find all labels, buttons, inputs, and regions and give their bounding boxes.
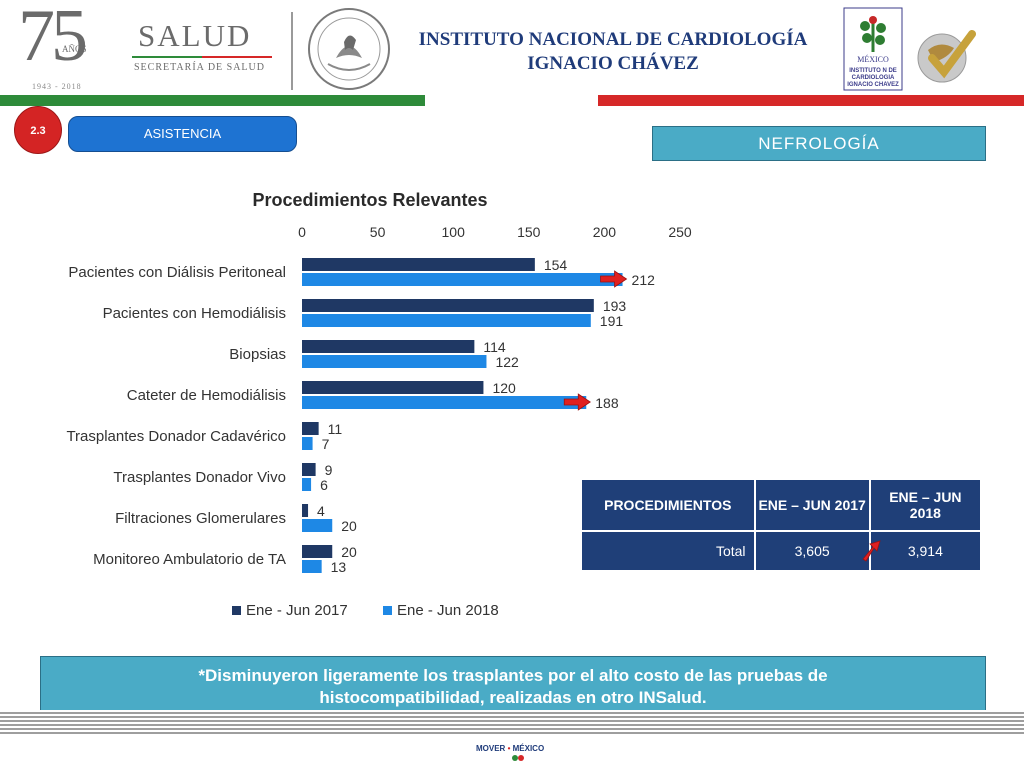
category-label: Monitoreo Ambulatorio de TA — [93, 551, 286, 568]
category-label: Trasplantes Donador Cadavérico — [66, 428, 286, 445]
data-label: 191 — [600, 313, 624, 329]
bar — [302, 422, 319, 435]
data-label: 122 — [495, 354, 519, 370]
increase-arrow-icon — [563, 393, 591, 411]
table-cell-total-label: Total — [582, 532, 754, 570]
increase-arrow-icon — [862, 540, 881, 562]
data-label: 212 — [632, 272, 656, 288]
salud-word: SALUD — [138, 18, 252, 53]
x-tick-label: 100 — [442, 224, 466, 240]
bar — [302, 381, 484, 394]
table-row: Total 3,605 3,914 — [582, 532, 980, 570]
data-label: 20 — [341, 518, 357, 534]
bar — [302, 545, 333, 558]
table-header-2018: ENE – JUN 2018 — [870, 480, 980, 530]
salud-logo: SALUD SECRETARÍA DE SALUD — [128, 18, 278, 78]
bar — [302, 560, 322, 573]
data-label: 193 — [603, 298, 627, 314]
section-label-asistencia: ASISTENCIA — [68, 116, 297, 152]
header-green-stripe — [0, 95, 425, 106]
anniversary-years: 1943 - 2018 — [32, 82, 82, 91]
institute-logo-text: MÉXICO — [857, 54, 889, 64]
anniversary-word: AÑOS — [62, 44, 87, 54]
footnote-line2: histocompatibilidad, realizadas en otro … — [319, 688, 707, 707]
x-tick-label: 50 — [370, 224, 386, 240]
data-label: 188 — [595, 395, 619, 411]
chart-title: Procedimientos Relevantes — [252, 190, 488, 210]
increase-arrow-icon — [600, 270, 628, 288]
data-label: 6 — [320, 477, 328, 493]
table-cell-total-2017: 3,605 — [755, 532, 869, 570]
institute-title-line1: INSTITUTO NACIONAL DE CARDIOLOGÍA — [418, 29, 808, 50]
category-label: Trasplantes Donador Vivo — [113, 469, 286, 486]
table-cell-total-2018: 3,914 — [862, 532, 980, 570]
x-tick-label: 150 — [517, 224, 541, 240]
category-label: Cateter de Hemodiálisis — [127, 387, 286, 404]
section-number-badge: 2.3 — [14, 106, 62, 154]
mover-mexico-mark-icon — [512, 755, 524, 761]
bar — [302, 299, 594, 312]
institute-logo-text: INSTITUTO N DE — [849, 68, 897, 74]
data-label: 11 — [328, 421, 343, 437]
salud-subtitle: SECRETARÍA DE SALUD — [134, 62, 265, 73]
salud-green-bar — [132, 56, 202, 58]
certification-logo-icon — [917, 30, 976, 83]
table-header-2017: ENE – JUN 2017 — [755, 480, 869, 530]
institute-logo-text: IGNACIO CHAVEZ — [847, 82, 899, 88]
header-red-stripe — [598, 95, 1024, 106]
x-tick-label: 0 — [298, 224, 306, 240]
category-label: Biopsias — [229, 346, 286, 363]
bar — [302, 314, 591, 327]
bar — [302, 463, 316, 476]
header-divider — [291, 12, 293, 90]
table-header-row: PROCEDIMIENTOS ENE – JUN 2017 ENE – JUN … — [582, 480, 980, 530]
salud-red-bar — [202, 56, 272, 58]
x-tick-label: 250 — [668, 224, 692, 240]
category-label: Pacientes con Diálisis Peritoneal — [68, 264, 286, 281]
bar — [302, 396, 587, 409]
bar — [302, 437, 313, 450]
category-label: Pacientes con Hemodiálisis — [103, 305, 286, 322]
institute-logo-text: CARDIOLOGIA — [852, 75, 895, 81]
bar — [302, 519, 333, 532]
data-label: 9 — [325, 462, 333, 478]
bar — [302, 258, 535, 271]
mover-brand-right: MÉXICO — [512, 744, 545, 753]
table-cell-total-2018-value: 3,914 — [907, 543, 943, 559]
mover-brand-left: MOVER — [476, 744, 506, 753]
data-label: 13 — [331, 559, 347, 575]
legend-label: Ene - Jun 2018 — [397, 602, 499, 619]
institute-title: INSTITUTO NACIONAL DE CARDIOLOGÍA IGNACI… — [398, 28, 828, 76]
anniversary-logo: 75 AÑOS 1943 - 2018 — [18, 0, 110, 94]
institute-logo-icon: MÉXICO INSTITUTO N DE CARDIOLOGIA IGNACI… — [843, 7, 903, 91]
x-tick-label: 200 — [593, 224, 617, 240]
area-label-nefrologia: NEFROLOGÍA — [652, 126, 986, 161]
bar — [302, 273, 623, 286]
category-label: Filtraciones Glomerulares — [115, 510, 286, 527]
institute-title-line2: IGNACIO CHÁVEZ — [527, 53, 699, 74]
bar — [302, 340, 475, 353]
data-label: 154 — [544, 257, 568, 273]
footnote-box: *Disminuyeron ligeramente los trasplante… — [40, 656, 986, 716]
anniversary-number: 75 — [18, 0, 88, 77]
data-label: 4 — [317, 503, 325, 519]
bar — [302, 478, 312, 491]
data-label: 114 — [483, 339, 506, 355]
legend-swatch — [383, 606, 392, 615]
table-header-procedimientos: PROCEDIMIENTOS — [582, 480, 754, 530]
legend-label: Ene - Jun 2017 — [246, 602, 348, 619]
procedures-bar-chart: 0 50 100 150 200 250 Pacientes con Diálisis Pe… — [66, 224, 692, 619]
data-label: 7 — [322, 436, 330, 452]
footer-stripes — [0, 710, 1024, 734]
data-label: 20 — [341, 544, 357, 560]
bar — [302, 504, 309, 517]
mover-mexico-logo: MOVER • MÉXICO — [470, 738, 560, 764]
data-label: 120 — [492, 380, 516, 396]
totals-table: PROCEDIMIENTOS ENE – JUN 2017 ENE – JUN … — [580, 478, 982, 572]
legend-swatch — [232, 606, 241, 615]
footnote-line1: *Disminuyeron ligeramente los trasplante… — [198, 666, 828, 685]
bar — [302, 355, 487, 368]
national-seal-icon — [308, 8, 390, 90]
